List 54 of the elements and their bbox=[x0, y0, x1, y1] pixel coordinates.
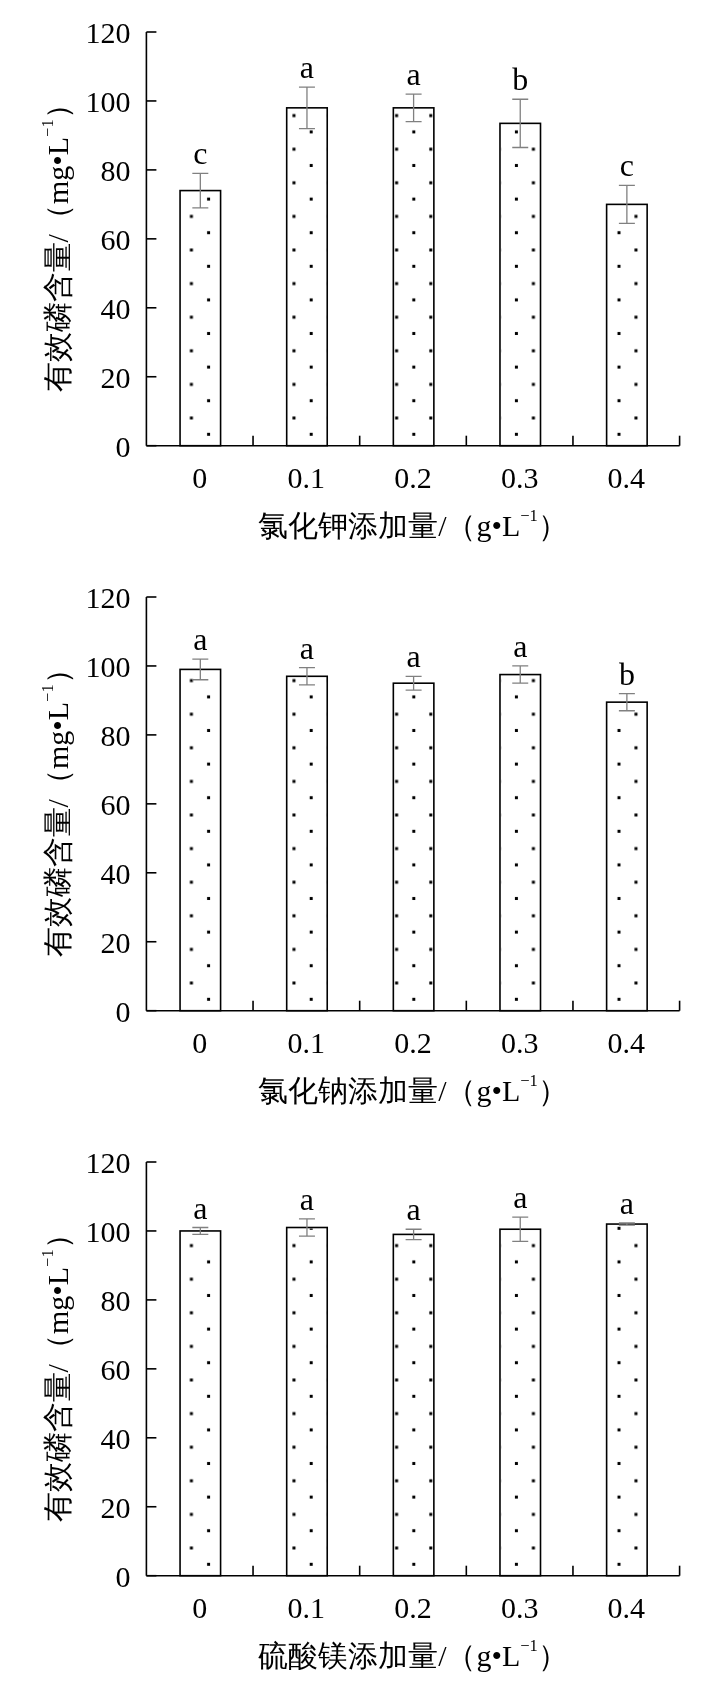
x-tick-label: 0.3 bbox=[500, 460, 539, 494]
annotation: a bbox=[619, 1185, 634, 1222]
x-tick-label: 0.3 bbox=[500, 1590, 539, 1624]
y-tick-label: 100 bbox=[85, 1214, 131, 1248]
y-tick-label: 20 bbox=[100, 360, 131, 394]
y-tick-label: 120 bbox=[85, 1145, 131, 1179]
y-tick-label: 120 bbox=[85, 15, 131, 49]
annotation: a bbox=[406, 638, 421, 675]
annotation: a bbox=[299, 629, 315, 666]
x-tick-label: 0.3 bbox=[500, 1025, 539, 1059]
x-tick-label: 0.2 bbox=[394, 460, 432, 494]
y-tick-label: 100 bbox=[85, 84, 131, 118]
x-axis-title: 氯化钠添加量/（g•L$^{−1}$） bbox=[258, 1070, 568, 1107]
annotation: c bbox=[619, 147, 634, 184]
x-tick-label: 0.1 bbox=[287, 1590, 326, 1624]
annotation: a bbox=[193, 1189, 208, 1226]
y-tick-label: 40 bbox=[100, 856, 131, 890]
x-tick-label: 0.4 bbox=[607, 1590, 646, 1624]
y-tick-label: 120 bbox=[85, 580, 131, 614]
y-tick-label: 40 bbox=[100, 291, 131, 325]
annotation: a bbox=[299, 49, 315, 86]
x-tick-label: 0 bbox=[192, 1025, 208, 1059]
y-tick-label: 0 bbox=[115, 1559, 131, 1593]
x-tick-label: 0 bbox=[192, 1590, 208, 1624]
x-tick-label: 0.1 bbox=[287, 460, 326, 494]
x-tick-label: 0 bbox=[192, 460, 208, 494]
annotation: c bbox=[193, 135, 208, 172]
annotation: b bbox=[618, 655, 635, 692]
y-tick-label: 80 bbox=[100, 153, 131, 187]
annotation: a bbox=[406, 56, 421, 93]
y-tick-label: 0 bbox=[115, 994, 131, 1028]
y-tick-label: 40 bbox=[100, 1421, 131, 1455]
x-tick-label: 0.1 bbox=[287, 1025, 326, 1059]
y-tick-label: 20 bbox=[100, 925, 131, 959]
x-tick-label: 0.2 bbox=[394, 1590, 432, 1624]
x-tick-label: 0.2 bbox=[394, 1025, 432, 1059]
x-axis-title: 氯化钾添加量/（g•L$^{−1}$） bbox=[258, 505, 568, 542]
annotation: a bbox=[299, 1180, 315, 1217]
annotation: a bbox=[513, 1179, 528, 1216]
annotation: b bbox=[512, 61, 529, 98]
y-tick-label: 20 bbox=[100, 1490, 131, 1524]
y-tick-label: 60 bbox=[100, 787, 131, 821]
y-tick-label: 60 bbox=[100, 222, 131, 256]
annotation: a bbox=[513, 627, 528, 664]
y-tick-label: 80 bbox=[100, 1283, 131, 1317]
y-tick-label: 60 bbox=[100, 1352, 131, 1386]
annotation: a bbox=[193, 621, 208, 658]
y-tick-label: 0 bbox=[115, 429, 131, 463]
x-tick-label: 0.4 bbox=[607, 1025, 646, 1059]
x-axis-title: 硫酸镁添加量/（g•L$^{−1}$） bbox=[258, 1635, 568, 1672]
y-tick-label: 80 bbox=[100, 718, 131, 752]
annotation: a bbox=[406, 1191, 421, 1228]
y-tick-label: 100 bbox=[85, 649, 131, 683]
x-tick-label: 0.4 bbox=[607, 460, 646, 494]
